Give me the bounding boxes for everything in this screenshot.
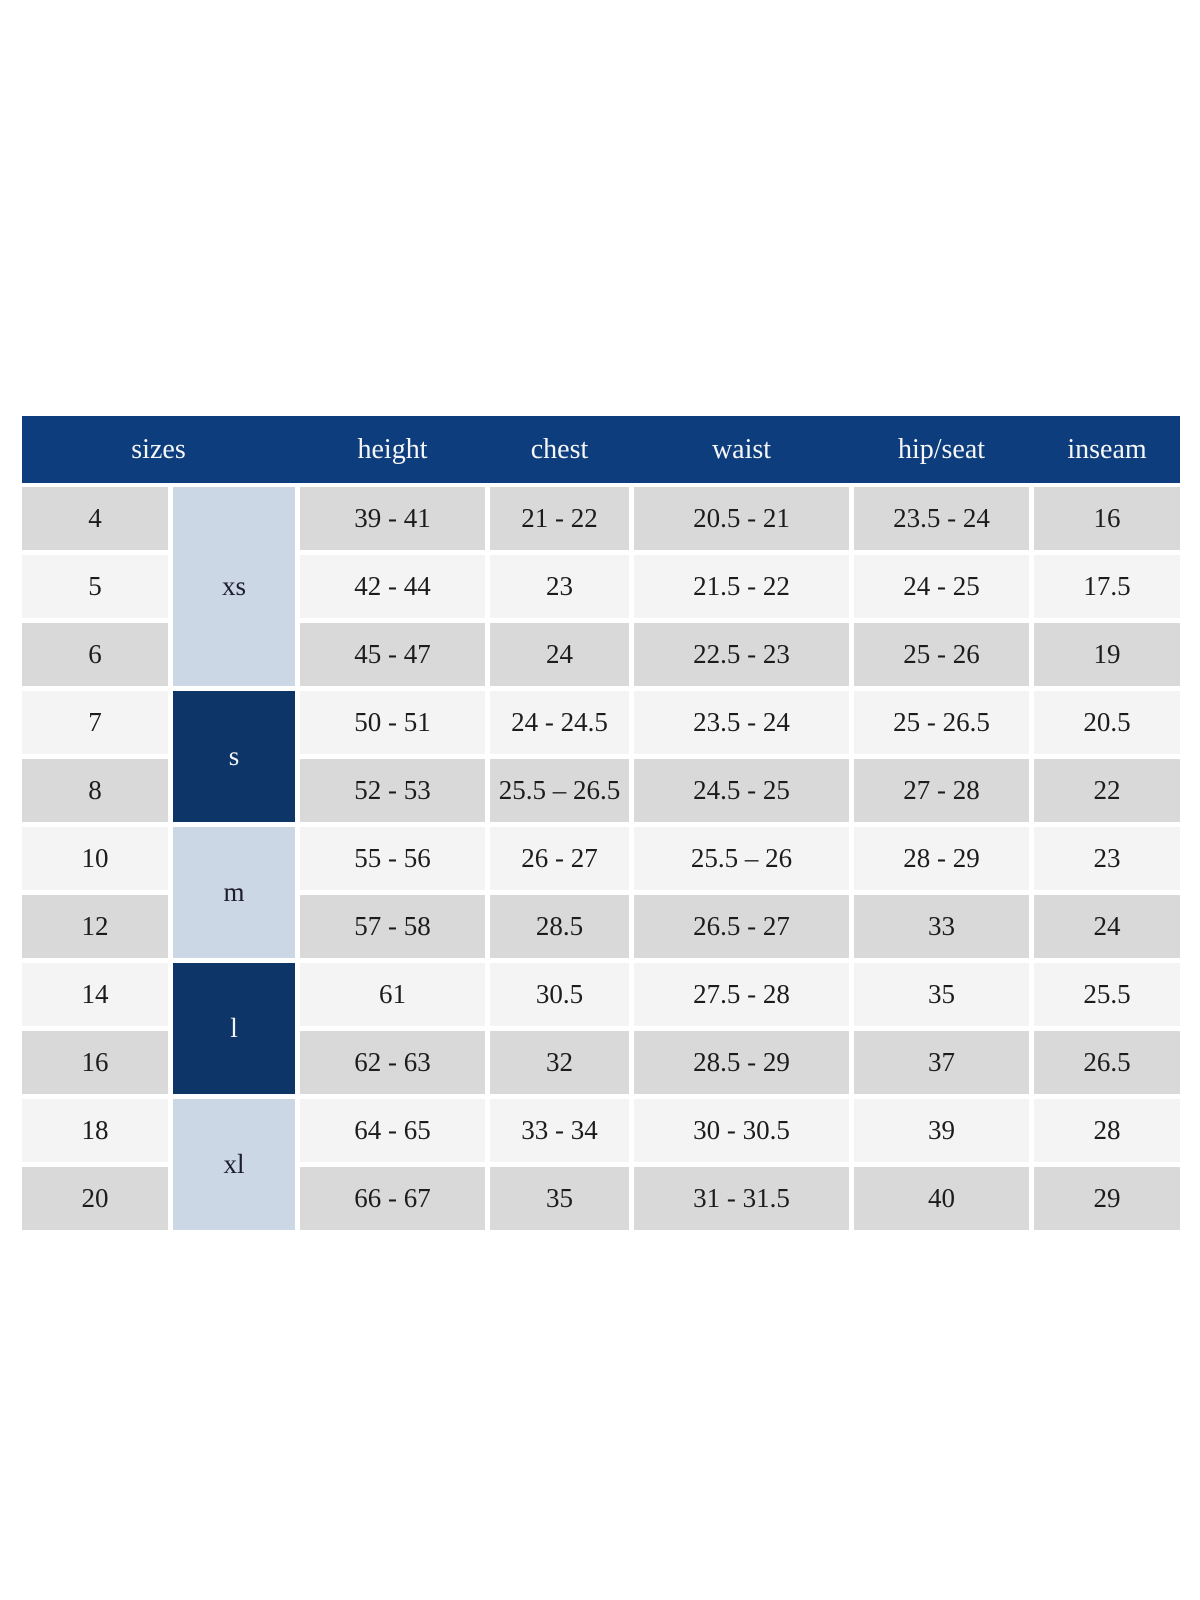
inseam-cell: 17.5	[1034, 555, 1180, 618]
inseam-cell: 20.5	[1034, 691, 1180, 754]
hip-seat-cell: 28 - 29	[854, 827, 1029, 890]
waist-cell: 26.5 - 27	[634, 895, 849, 958]
inseam-cell: 29	[1034, 1167, 1180, 1230]
size-cell: 12	[22, 895, 168, 958]
inseam-cell: 23	[1034, 827, 1180, 890]
waist-cell: 30 - 30.5	[634, 1099, 849, 1162]
height-cell: 66 - 67	[300, 1167, 485, 1230]
chest-cell: 28.5	[490, 895, 629, 958]
table-body: xs s m l xl 4 39 - 41 21 - 22 20.5 - 21 …	[22, 487, 1180, 1230]
size-cell: 20	[22, 1167, 168, 1230]
waist-cell: 31 - 31.5	[634, 1167, 849, 1230]
inseam-cell: 16	[1034, 487, 1180, 550]
size-group-cell-m: m	[173, 827, 295, 958]
size-cell: 6	[22, 623, 168, 686]
column-header-hip-seat: hip/seat	[897, 433, 986, 465]
hip-seat-cell: 27 - 28	[854, 759, 1029, 822]
chest-cell: 25.5 – 26.5	[490, 759, 629, 822]
size-group-cell-l: l	[173, 963, 295, 1094]
waist-cell: 28.5 - 29	[634, 1031, 849, 1094]
hip-seat-cell: 40	[854, 1167, 1029, 1230]
column-header-sizes: sizes	[131, 433, 186, 465]
size-group-cell-s: s	[173, 691, 295, 822]
chest-cell: 24 - 24.5	[490, 691, 629, 754]
size-cell: 10	[22, 827, 168, 890]
waist-cell: 24.5 - 25	[634, 759, 849, 822]
waist-cell: 22.5 - 23	[634, 623, 849, 686]
height-cell: 52 - 53	[300, 759, 485, 822]
column-header-waist: waist	[711, 433, 772, 465]
size-cell: 8	[22, 759, 168, 822]
hip-seat-cell: 39	[854, 1099, 1029, 1162]
inseam-cell: 24	[1034, 895, 1180, 958]
inseam-cell: 22	[1034, 759, 1180, 822]
size-chart-table: sizes height chest waist hip/seat inseam…	[22, 416, 1180, 1230]
size-group-cell-xl: xl	[173, 1099, 295, 1230]
column-header-inseam: inseam	[1067, 433, 1147, 465]
chest-cell: 26 - 27	[490, 827, 629, 890]
inseam-cell: 26.5	[1034, 1031, 1180, 1094]
size-cell: 7	[22, 691, 168, 754]
size-cell: 4	[22, 487, 168, 550]
inseam-cell: 25.5	[1034, 963, 1180, 1026]
column-header-chest: chest	[530, 433, 589, 465]
chest-cell: 21 - 22	[490, 487, 629, 550]
height-cell: 42 - 44	[300, 555, 485, 618]
chest-cell: 35	[490, 1167, 629, 1230]
table-header-row: sizes height chest waist hip/seat inseam	[22, 416, 1180, 483]
size-group-cell-xs: xs	[173, 487, 295, 686]
size-cell: 18	[22, 1099, 168, 1162]
height-cell: 61	[300, 963, 485, 1026]
height-cell: 62 - 63	[300, 1031, 485, 1094]
inseam-cell: 28	[1034, 1099, 1180, 1162]
chest-cell: 30.5	[490, 963, 629, 1026]
chest-cell: 24	[490, 623, 629, 686]
hip-seat-cell: 33	[854, 895, 1029, 958]
hip-seat-cell: 25 - 26	[854, 623, 1029, 686]
hip-seat-cell: 37	[854, 1031, 1029, 1094]
size-cell: 5	[22, 555, 168, 618]
waist-cell: 23.5 - 24	[634, 691, 849, 754]
height-cell: 39 - 41	[300, 487, 485, 550]
height-cell: 50 - 51	[300, 691, 485, 754]
hip-seat-cell: 23.5 - 24	[854, 487, 1029, 550]
waist-cell: 25.5 – 26	[634, 827, 849, 890]
hip-seat-cell: 25 - 26.5	[854, 691, 1029, 754]
chest-cell: 33 - 34	[490, 1099, 629, 1162]
height-cell: 55 - 56	[300, 827, 485, 890]
hip-seat-cell: 24 - 25	[854, 555, 1029, 618]
height-cell: 64 - 65	[300, 1099, 485, 1162]
chest-cell: 23	[490, 555, 629, 618]
hip-seat-cell: 35	[854, 963, 1029, 1026]
chest-cell: 32	[490, 1031, 629, 1094]
waist-cell: 20.5 - 21	[634, 487, 849, 550]
size-cell: 14	[22, 963, 168, 1026]
waist-cell: 27.5 - 28	[634, 963, 849, 1026]
inseam-cell: 19	[1034, 623, 1180, 686]
height-cell: 45 - 47	[300, 623, 485, 686]
column-header-height: height	[357, 433, 428, 465]
waist-cell: 21.5 - 22	[634, 555, 849, 618]
size-cell: 16	[22, 1031, 168, 1094]
height-cell: 57 - 58	[300, 895, 485, 958]
